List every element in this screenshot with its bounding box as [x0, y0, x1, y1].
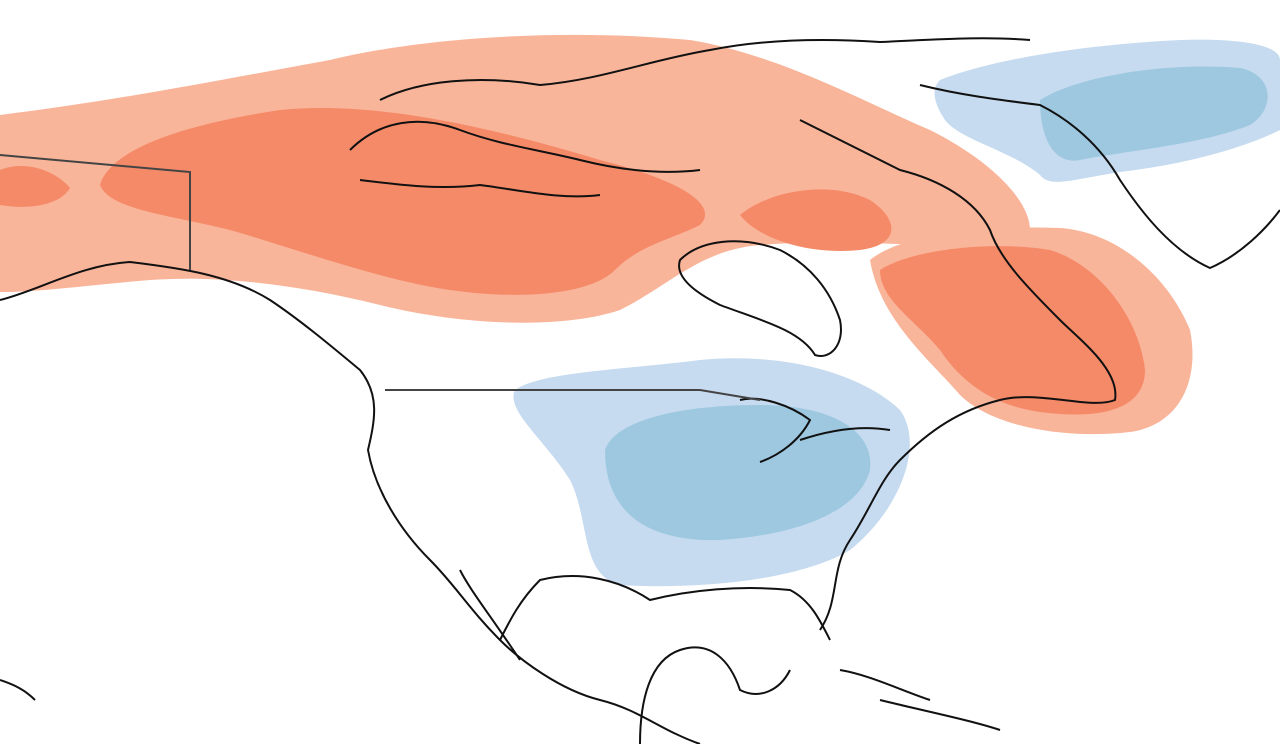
coastline [349, 37, 1031, 198]
coastline [799, 119, 1117, 631]
coastline [919, 84, 1280, 269]
coastline [739, 397, 1001, 731]
warm-anomaly-inner [0, 166, 70, 207]
coastline [0, 679, 36, 701]
border [385, 389, 761, 401]
coastline [639, 646, 791, 744]
coastline [459, 569, 831, 661]
warm-anomaly-inner [880, 246, 1145, 415]
coastline [678, 240, 842, 357]
coastline [0, 261, 701, 744]
cool-anomaly-inner [1040, 66, 1268, 161]
warm-anomaly-inner [740, 189, 892, 251]
border [0, 154, 191, 270]
